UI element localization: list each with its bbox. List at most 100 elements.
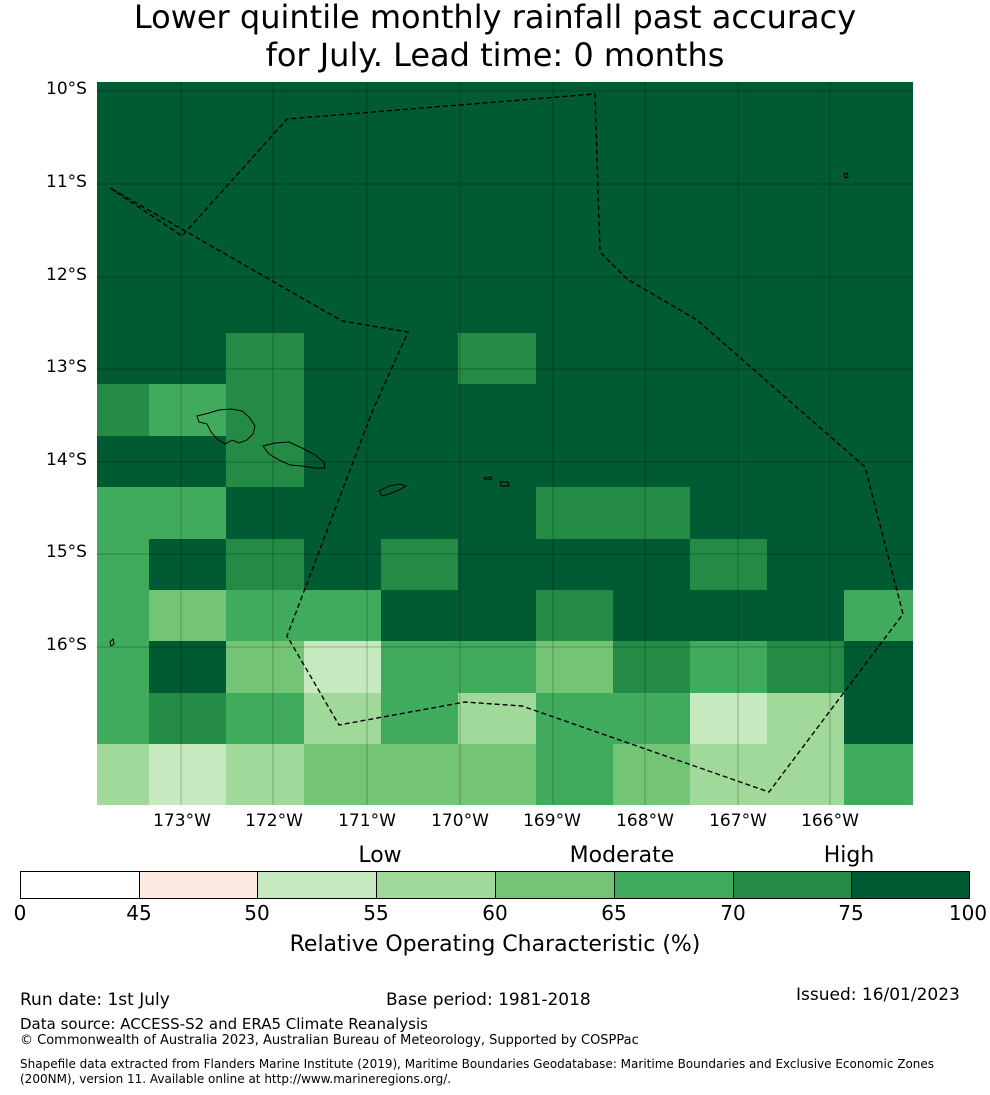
map-grid-cell	[381, 384, 458, 436]
map-grid-cell	[381, 230, 458, 281]
map-grid-cell	[613, 641, 690, 693]
color-segment	[377, 872, 496, 898]
map-grid-cell	[381, 281, 458, 333]
map-grid-cell	[226, 487, 304, 539]
scale-tick: 60	[482, 901, 508, 925]
map-grid-cell	[458, 178, 536, 230]
map-grid-cell	[613, 127, 690, 178]
map-grid-cell	[304, 230, 381, 281]
map-grid-cell	[149, 539, 226, 590]
map-grid-cell	[844, 384, 913, 436]
map-grid-cell	[767, 281, 844, 333]
map-grid-cell	[767, 436, 844, 487]
map-grid-cell	[690, 82, 767, 127]
map-grid-cell	[613, 178, 690, 230]
map-grid-cell	[536, 384, 613, 436]
map-grid-cell	[226, 539, 304, 590]
map-grid-cell	[844, 82, 913, 127]
map-grid-cell	[304, 641, 381, 693]
map-grid-cell	[381, 487, 458, 539]
map-grid-cell	[536, 281, 613, 333]
map-grid-cell	[458, 333, 536, 384]
map-grid-cell	[767, 744, 844, 805]
map-grid-cell	[304, 693, 381, 744]
map-grid-cell	[767, 384, 844, 436]
map-grid-cell	[767, 82, 844, 127]
map-grid-cell	[149, 82, 226, 127]
map-grid-cell	[97, 693, 149, 744]
map-grid-cell	[381, 641, 458, 693]
map-grid-cell	[458, 281, 536, 333]
rainfall-accuracy-map	[97, 82, 913, 805]
map-grid-cell	[536, 333, 613, 384]
map-grid-cell	[613, 82, 690, 127]
map-grid-cell	[458, 230, 536, 281]
map-grid-cell	[536, 744, 613, 805]
map-grid-cell	[613, 384, 690, 436]
lon-label: 171°W	[338, 811, 396, 831]
map-grid-cell	[767, 487, 844, 539]
map-grid-cell	[690, 333, 767, 384]
map-grid-cell	[613, 693, 690, 744]
map-grid-cell	[767, 641, 844, 693]
map-grid-cell	[844, 178, 913, 230]
map-grid-cell	[97, 230, 149, 281]
lon-label: 172°W	[245, 811, 303, 831]
map-grid-cell	[97, 744, 149, 805]
map-grid-cell	[458, 127, 536, 178]
legend-category-moderate: Moderate	[569, 843, 675, 868]
map-grid-cell	[613, 230, 690, 281]
map-grid-cell	[844, 744, 913, 805]
scale-tick: 100	[948, 901, 988, 925]
scale-tick: 0	[13, 901, 27, 925]
map-grid-cell	[97, 436, 149, 487]
map-grid-cell	[536, 487, 613, 539]
map-grid-cell	[767, 539, 844, 590]
lat-label: 10°S	[46, 79, 87, 99]
map-title-line-1: Lower quintile monthly rainfall past acc…	[133, 0, 857, 36]
map-grid-cell	[381, 333, 458, 384]
map-grid-cell	[149, 230, 226, 281]
map-grid-cell	[149, 487, 226, 539]
map-grid-cell	[381, 590, 458, 641]
color-segment	[496, 872, 615, 898]
lat-label: 12°S	[46, 265, 87, 285]
legend-category-low: Low	[358, 843, 402, 868]
map-grid-cell	[690, 539, 767, 590]
map-grid-cell	[458, 744, 536, 805]
map-grid-cell	[536, 693, 613, 744]
map-grid-cell	[613, 590, 690, 641]
legend-category-high: High	[823, 843, 875, 868]
map-grid-cell	[844, 230, 913, 281]
map-grid-cell	[97, 127, 149, 178]
map-grid-cell	[767, 693, 844, 744]
map-grid-cell	[690, 487, 767, 539]
map-grid-cell	[690, 384, 767, 436]
map-grid-cell	[844, 487, 913, 539]
lon-label: 173°W	[153, 811, 211, 831]
map-grid-cell	[690, 436, 767, 487]
scale-tick: 75	[838, 901, 864, 925]
map-grid-cell	[690, 744, 767, 805]
map-grid-cell	[226, 178, 304, 230]
map-grid-cell	[226, 82, 304, 127]
map-title-line-2: for July. Lead time: 0 months	[265, 36, 725, 74]
map-grid-cell	[613, 487, 690, 539]
map-grid-cell	[844, 127, 913, 178]
lat-label: 14°S	[46, 450, 87, 470]
map-grid-cell	[226, 641, 304, 693]
map-grid-cell	[844, 693, 913, 744]
map-grid-cell	[690, 230, 767, 281]
map-grid-cell	[226, 333, 304, 384]
map-grid-cell	[149, 436, 226, 487]
map-grid-cell	[536, 436, 613, 487]
map-grid-cell	[149, 333, 226, 384]
color-segment	[21, 872, 140, 898]
map-grid-cell	[97, 82, 149, 127]
copyright-notice: © Commonwealth of Australia 2023, Austra…	[20, 1033, 639, 1048]
map-grid-cell	[690, 693, 767, 744]
map-grid-cell	[844, 281, 913, 333]
map-grid-cell	[458, 436, 536, 487]
map-grid-cell	[613, 436, 690, 487]
shapefile-credit: (200NM), version 11. Available online at…	[20, 1072, 452, 1086]
